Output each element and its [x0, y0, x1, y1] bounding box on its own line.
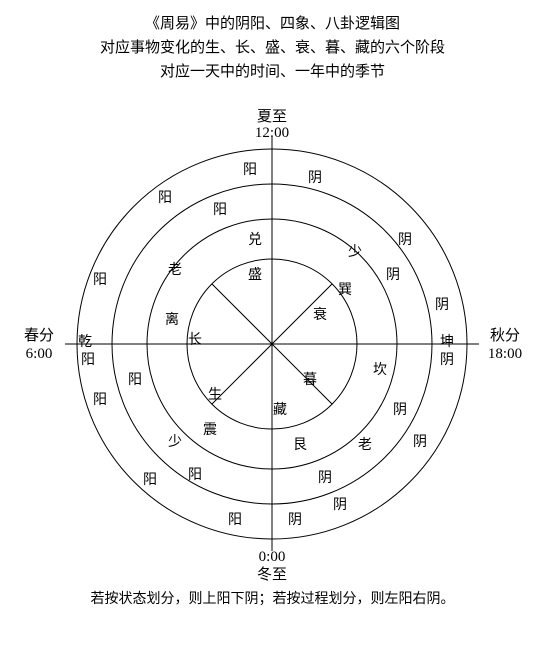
sixiang-label-老_br: 老 [358, 437, 372, 453]
outer-yinyang-label-p12: 阳 [81, 352, 95, 368]
outer-yinyang-label-p1: 阳 [243, 162, 257, 178]
title-line-3: 对应一天中的时间、一年中的季节 [0, 60, 545, 84]
bagua-label-兑: 兑 [248, 232, 262, 248]
diagram-container: 夏至12:00 0:00冬至 春分 6:00 秋分 18:00 盛衰暮藏 生 长 兑巽坎艮 震 离乾 坤… [0, 84, 545, 584]
axis-left-sub: 6:00 [26, 346, 53, 362]
stage-label-生: 生 [208, 387, 222, 403]
bagua-label-坎: 坎 [373, 362, 387, 378]
stage-label-暮: 暮 [303, 372, 317, 388]
outer-yinyang-label-p8: 阴 [288, 512, 302, 528]
outer-yinyang-label-p2: 阴 [308, 170, 322, 186]
yijing-diagram: 夏至12:00 0:00冬至 春分 6:00 秋分 18:00 盛衰暮藏 生 长 兑巽坎艮 震 离乾 坤… [0, 84, 545, 584]
stage-label-衰: 衰 [313, 306, 327, 323]
axis-left-main: 春分 [24, 327, 54, 344]
mid-yinyang-label-m6: 阳 [128, 372, 142, 388]
outer-yinyang-label-p6: 阴 [413, 434, 427, 450]
mid-yinyang-label-m3: 阴 [393, 402, 407, 418]
axis-right-sub: 18:00 [488, 346, 522, 362]
outer-yinyang-label-p10: 阳 [143, 472, 157, 488]
axis-bottom-sub: 0:00 [259, 549, 286, 565]
stage-label-藏: 藏 [273, 402, 287, 418]
bagua-label-巽: 巽 [338, 283, 352, 298]
outer-yinyang-label-p9: 阳 [228, 512, 242, 528]
outer-yinyang-label-p14: 阳 [158, 190, 172, 206]
sixiang-label-老_tl: 老 [168, 262, 182, 278]
axis-top-sub: 12:00 [255, 125, 289, 141]
outer-yinyang-label-p4: 阴 [435, 297, 449, 313]
axis-bottom-main: 冬至 [257, 566, 287, 583]
bagua-label-乾: 乾 [78, 334, 92, 350]
sixiang-label-少_tr: 少 [348, 244, 362, 260]
outer-yinyang-label-p11: 阳 [93, 392, 107, 408]
title-line-2: 对应事物变化的生、长、盛、衰、暮、藏的六个阶段 [0, 36, 545, 60]
mid-yinyang-label-m2: 阴 [386, 267, 400, 283]
bagua-label-震: 震 [203, 423, 217, 438]
mid-yinyang-label-m4: 阴 [318, 470, 332, 486]
title-block: 《周易》中的阴阳、四象、八卦逻辑图 对应事物变化的生、长、盛、衰、暮、藏的六个阶… [0, 0, 545, 84]
mid-yinyang-label-m1: 阳 [213, 202, 227, 218]
outer-yinyang-label-p13: 阳 [93, 272, 107, 288]
outer-yinyang-label-p5: 阴 [440, 352, 454, 368]
sixiang-label-少_bl: 少 [168, 434, 182, 450]
bagua-label-坤: 坤 [440, 334, 454, 350]
caption: 若按状态划分，则上阳下阴；若按过程划分，则左阳右阴。 [0, 588, 545, 608]
stage-label-长: 长 [188, 332, 202, 348]
axis-right-main: 秋分 [490, 327, 520, 344]
stage-label-盛: 盛 [248, 267, 262, 283]
bagua-label-艮: 艮 [293, 438, 307, 453]
axis-top-main: 夏至 [257, 109, 287, 125]
bagua-label-离: 离 [165, 311, 179, 328]
outer-yinyang-label-p7: 阴 [333, 497, 347, 513]
mid-yinyang-label-m5: 阳 [188, 467, 202, 483]
title-line-1: 《周易》中的阴阳、四象、八卦逻辑图 [0, 12, 545, 36]
outer-yinyang-label-p3: 阴 [398, 232, 412, 248]
